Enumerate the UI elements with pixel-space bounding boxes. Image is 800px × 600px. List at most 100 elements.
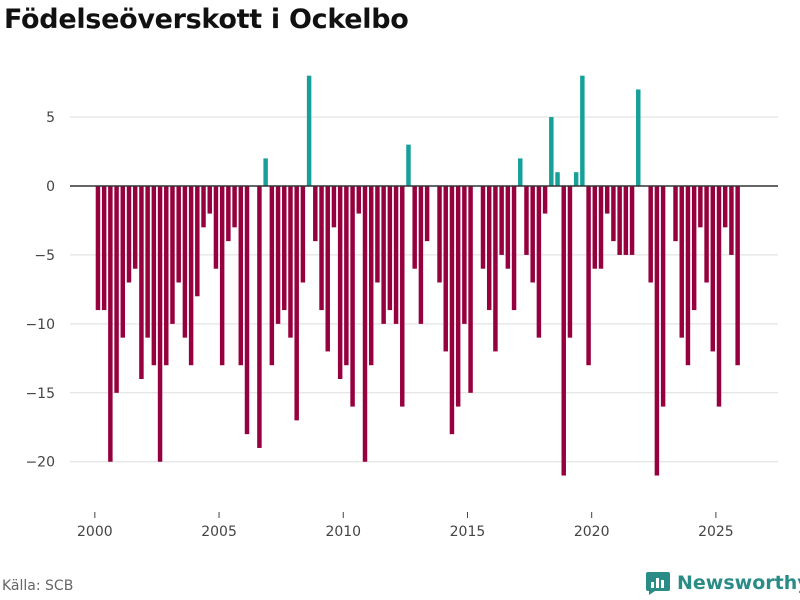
bar[interactable] bbox=[580, 75, 585, 186]
bar[interactable] bbox=[424, 185, 430, 242]
bar[interactable] bbox=[145, 185, 150, 338]
bar[interactable] bbox=[536, 185, 542, 338]
bar[interactable] bbox=[573, 172, 579, 186]
bar[interactable] bbox=[269, 185, 275, 366]
bar[interactable] bbox=[182, 185, 188, 338]
bar[interactable] bbox=[400, 185, 405, 407]
bar[interactable] bbox=[213, 185, 219, 269]
bar[interactable] bbox=[188, 185, 194, 366]
bar[interactable] bbox=[350, 185, 355, 407]
bar[interactable] bbox=[170, 185, 175, 324]
bar[interactable] bbox=[722, 185, 728, 228]
bar[interactable] bbox=[381, 185, 386, 324]
bar[interactable] bbox=[238, 185, 244, 366]
bar[interactable] bbox=[282, 185, 287, 311]
bar[interactable] bbox=[716, 185, 722, 407]
bar[interactable] bbox=[648, 185, 653, 283]
bar[interactable] bbox=[337, 185, 343, 380]
bar[interactable] bbox=[288, 185, 293, 338]
bar[interactable] bbox=[412, 185, 417, 269]
bar[interactable] bbox=[101, 185, 107, 311]
bar[interactable] bbox=[126, 185, 132, 283]
bar[interactable] bbox=[437, 185, 442, 283]
bar[interactable] bbox=[306, 75, 312, 186]
bar[interactable] bbox=[406, 144, 411, 186]
bar[interactable] bbox=[257, 185, 262, 448]
bar[interactable] bbox=[691, 185, 697, 311]
bar[interactable] bbox=[598, 185, 604, 269]
bar[interactable] bbox=[263, 158, 268, 186]
bar[interactable] bbox=[313, 185, 318, 242]
bar[interactable] bbox=[449, 185, 455, 435]
bar[interactable] bbox=[505, 185, 511, 269]
bar[interactable] bbox=[636, 89, 641, 186]
bar[interactable] bbox=[157, 185, 163, 462]
bar[interactable] bbox=[219, 185, 225, 366]
bar[interactable] bbox=[275, 185, 281, 324]
bar[interactable] bbox=[617, 185, 622, 255]
bar[interactable] bbox=[455, 185, 461, 407]
bar[interactable] bbox=[331, 185, 337, 228]
bar[interactable] bbox=[586, 185, 591, 366]
bar[interactable] bbox=[710, 185, 716, 352]
bar[interactable] bbox=[195, 185, 200, 297]
bar[interactable] bbox=[344, 185, 349, 366]
bar[interactable] bbox=[300, 185, 306, 283]
bar[interactable] bbox=[418, 185, 424, 324]
bar[interactable] bbox=[120, 185, 126, 338]
bar[interactable] bbox=[729, 185, 734, 255]
bar[interactable] bbox=[499, 185, 504, 255]
bar[interactable] bbox=[542, 185, 548, 214]
bar[interactable] bbox=[108, 185, 113, 462]
bar[interactable] bbox=[368, 185, 374, 366]
bar[interactable] bbox=[462, 185, 467, 324]
bar[interactable] bbox=[735, 185, 740, 366]
bar[interactable] bbox=[294, 185, 299, 421]
bar[interactable] bbox=[201, 185, 206, 228]
bar[interactable] bbox=[164, 185, 169, 366]
bar[interactable] bbox=[319, 185, 324, 311]
bar[interactable] bbox=[549, 117, 554, 186]
bar[interactable] bbox=[524, 185, 529, 255]
bar[interactable] bbox=[356, 185, 362, 214]
bar[interactable] bbox=[325, 185, 330, 352]
brand-logo[interactable]: Newsworthy bbox=[645, 570, 800, 596]
bar[interactable] bbox=[673, 185, 678, 242]
bar[interactable] bbox=[114, 185, 119, 393]
bar[interactable] bbox=[486, 185, 492, 311]
bar[interactable] bbox=[375, 185, 380, 283]
bar[interactable] bbox=[592, 185, 598, 269]
bar[interactable] bbox=[244, 185, 250, 435]
bar[interactable] bbox=[95, 185, 101, 311]
bar[interactable] bbox=[232, 185, 237, 228]
bar[interactable] bbox=[555, 172, 560, 186]
bar[interactable] bbox=[493, 185, 498, 352]
bar[interactable] bbox=[468, 185, 473, 393]
bar[interactable] bbox=[387, 185, 393, 311]
bar[interactable] bbox=[698, 185, 703, 228]
bar[interactable] bbox=[623, 185, 629, 255]
bar[interactable] bbox=[518, 158, 523, 186]
bar[interactable] bbox=[132, 185, 138, 269]
bar[interactable] bbox=[660, 185, 666, 407]
bar[interactable] bbox=[511, 185, 517, 311]
bar[interactable] bbox=[207, 185, 212, 214]
bar[interactable] bbox=[176, 185, 181, 283]
bar[interactable] bbox=[629, 185, 635, 255]
bar[interactable] bbox=[480, 185, 486, 269]
bar[interactable] bbox=[704, 185, 709, 283]
bar[interactable] bbox=[530, 185, 535, 283]
bar[interactable] bbox=[362, 185, 368, 462]
bar[interactable] bbox=[443, 185, 448, 352]
bar[interactable] bbox=[151, 185, 157, 366]
bar[interactable] bbox=[604, 185, 610, 214]
bar[interactable] bbox=[654, 185, 660, 476]
bar[interactable] bbox=[561, 185, 566, 476]
bar[interactable] bbox=[679, 185, 684, 338]
bar[interactable] bbox=[139, 185, 144, 380]
bar[interactable] bbox=[393, 185, 399, 324]
bar[interactable] bbox=[685, 185, 691, 366]
bar[interactable] bbox=[611, 185, 616, 242]
bar[interactable] bbox=[226, 185, 231, 242]
bar[interactable] bbox=[567, 185, 573, 338]
